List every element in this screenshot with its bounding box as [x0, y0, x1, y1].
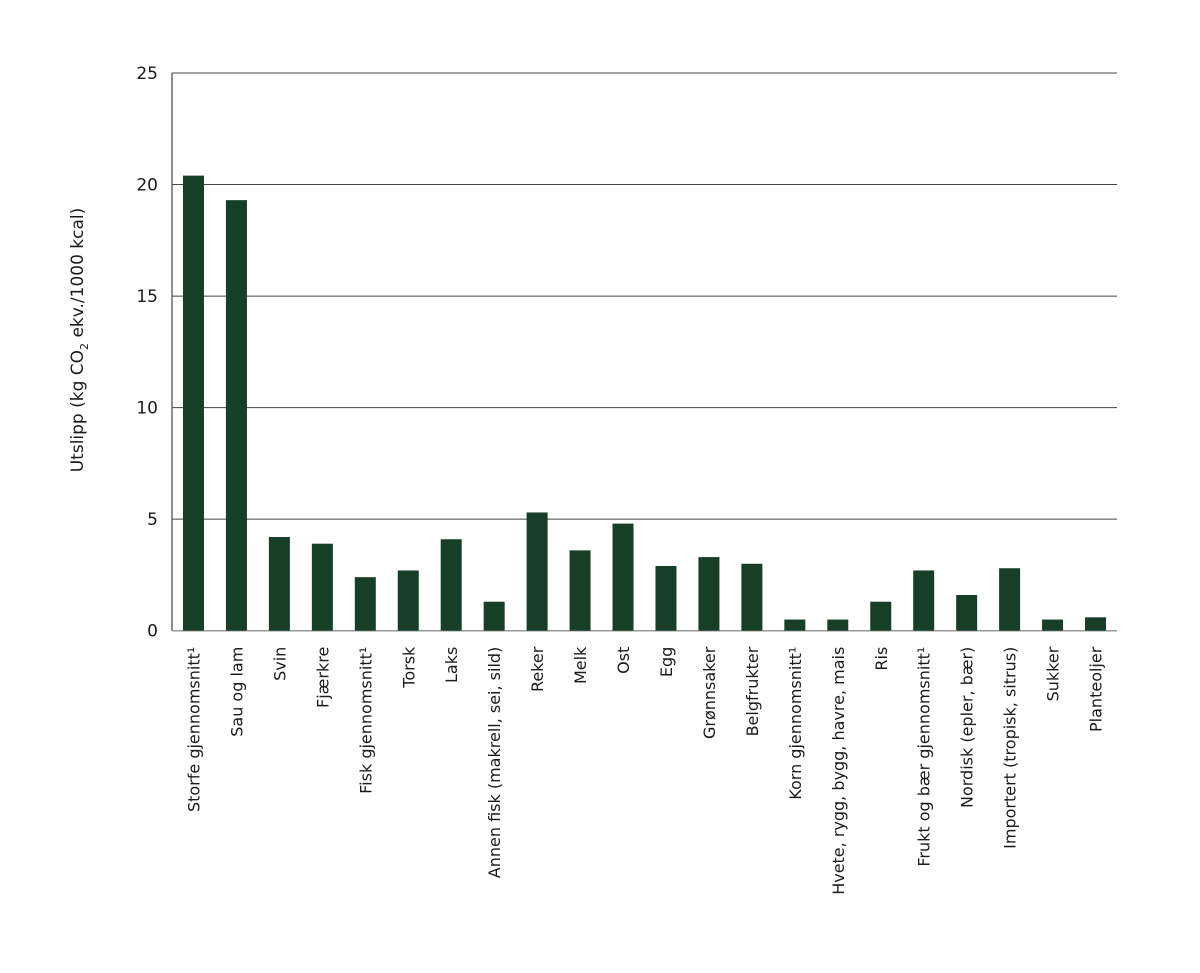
x-tick-label: Grønnsaker: [700, 646, 719, 739]
x-tick-label: Storfe gjennomsnitt¹: [184, 647, 203, 812]
y-axis-label-subscript: 2: [78, 343, 91, 350]
bar: [311, 543, 333, 631]
x-tick-label: Planteoljer: [1087, 646, 1106, 732]
bar: [870, 601, 892, 631]
x-tick-label: Sau og lam: [227, 647, 246, 737]
y-tick-label: 15: [136, 287, 158, 307]
x-tick-label: Ost: [614, 647, 633, 674]
bar: [956, 595, 978, 631]
bar: [612, 523, 634, 631]
bar: [1042, 619, 1064, 631]
bar: [999, 568, 1021, 631]
x-tick-label: Torsk: [399, 646, 418, 689]
bar: [526, 512, 548, 631]
x-tick-label: Nordisk (epler, bær): [958, 647, 977, 808]
bar: [784, 619, 806, 631]
bars: [182, 175, 1107, 631]
x-tick-label: Egg: [657, 647, 676, 677]
y-axis-label: Utslipp (kg CO2 ekv./1000 kcal): [68, 208, 91, 473]
x-tick-labels: Storfe gjennomsnitt¹ Sau og lam Svin Fjærkr…: [184, 646, 1105, 895]
bar: [182, 175, 204, 631]
x-tick-label: Importert (tropisk, sitrus): [1001, 647, 1020, 849]
x-tick-label: Melk: [571, 646, 590, 684]
bar: [913, 570, 935, 631]
bar: [827, 619, 849, 631]
x-tick-label: Ris: [872, 647, 891, 671]
y-tick-label: 5: [147, 510, 158, 530]
x-tick-label: Fisk gjennomsnitt¹: [356, 647, 375, 794]
x-tick-label: Hvete, rygg, bygg, havre, mais: [829, 647, 848, 895]
bar: [1085, 617, 1107, 631]
y-tick-label: 25: [136, 64, 158, 84]
y-tick-labels: 0 5 10 15 20 25: [136, 64, 158, 642]
x-tick-label: Laks: [442, 647, 461, 683]
bar: [741, 563, 763, 631]
x-tick-label: Korn gjennomsnitt¹: [786, 647, 805, 800]
x-tick-label: Fjærkre: [313, 647, 332, 708]
bar: [268, 537, 290, 631]
bar: [698, 557, 720, 631]
y-tick-label: 0: [147, 622, 158, 642]
bar: [225, 200, 247, 631]
x-tick-label: Belgfrukter: [743, 646, 762, 736]
x-tick-label: Annen fisk (makrell, sei, sild): [485, 647, 504, 879]
x-tick-label: Sukker: [1044, 646, 1063, 701]
bar: [354, 577, 376, 631]
x-tick-label: Svin: [270, 647, 289, 681]
bar: [655, 566, 677, 631]
bar: [397, 570, 419, 631]
x-tick-label: Frukt og bær gjennomsnitt¹: [915, 647, 934, 867]
bar: [483, 601, 505, 631]
y-tick-label: 20: [136, 176, 158, 196]
x-tick-label: Reker: [528, 646, 547, 692]
bar: [440, 539, 462, 631]
y-tick-label: 10: [136, 399, 158, 419]
bar: [569, 550, 591, 631]
